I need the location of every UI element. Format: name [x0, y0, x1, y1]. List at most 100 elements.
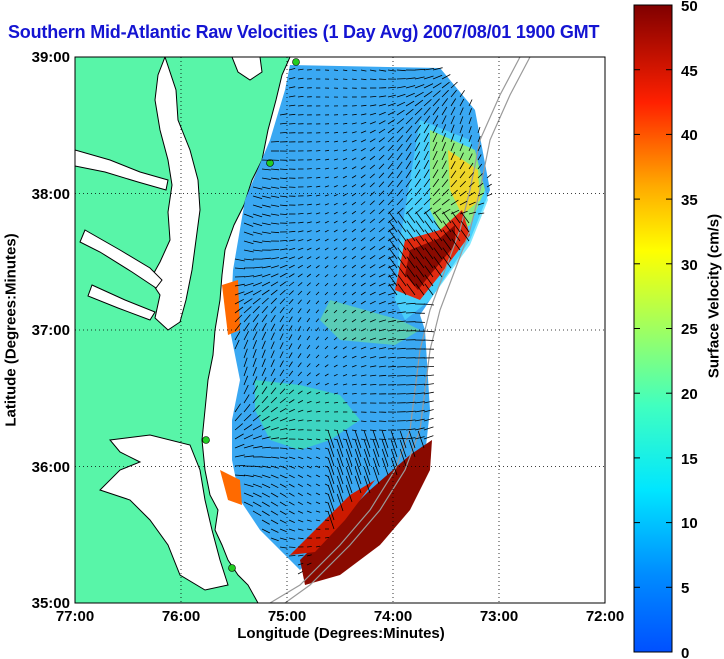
velocity-arrow — [406, 211, 416, 224]
velocity-arrow — [288, 281, 295, 287]
velocity-arrow — [315, 492, 321, 496]
velocity-arrow — [288, 501, 295, 506]
colorbar-tick-label: 10 — [681, 515, 698, 532]
velocity-arrow — [324, 309, 328, 314]
velocity-arrow — [369, 255, 376, 260]
velocity-arrow — [360, 113, 367, 116]
velocity-arrow — [315, 194, 321, 197]
velocity-arrow — [423, 124, 430, 134]
velocity-arrow — [433, 220, 443, 233]
velocity-arrow — [414, 91, 424, 98]
velocity-arrow — [441, 208, 451, 215]
velocity-arrow — [279, 378, 285, 386]
velocity-arrow — [396, 375, 406, 377]
velocity-arrow — [360, 319, 366, 323]
velocity-arrow — [252, 240, 263, 244]
velocity-arrow — [414, 133, 421, 143]
velocity-arrow — [315, 354, 320, 359]
velocity-arrow — [234, 465, 246, 467]
velocity-arrow — [387, 171, 394, 179]
velocity-arrow — [333, 402, 339, 404]
velocity-arrow — [468, 201, 476, 206]
velocity-arrow — [342, 364, 348, 368]
velocity-arrow — [351, 300, 357, 305]
velocity-arrow — [279, 298, 286, 305]
velocity-arrow — [297, 465, 304, 469]
velocity-arrow — [261, 265, 271, 269]
velocity-arrow — [315, 230, 321, 233]
velocity-arrow — [297, 438, 304, 440]
velocity-arrow — [243, 314, 251, 323]
velocity-arrow — [450, 199, 459, 206]
velocity-arrow — [333, 247, 338, 251]
velocity-arrow — [315, 300, 320, 305]
velocity-arrow — [270, 177, 280, 180]
velocity-arrow — [378, 301, 386, 305]
velocity-arrow — [279, 306, 285, 314]
velocity-arrow — [369, 438, 377, 441]
velocity-arrow — [333, 283, 338, 287]
velocity-arrow — [405, 77, 416, 80]
velocity-arrow — [378, 420, 387, 422]
velocity-arrow — [468, 144, 473, 152]
velocity-arrow — [252, 305, 260, 314]
velocity-arrow — [306, 308, 311, 314]
velocity-arrow — [405, 125, 413, 134]
velocity-arrow — [270, 141, 280, 143]
velocity-vectors — [234, 67, 493, 575]
velocity-arrow — [234, 283, 245, 287]
velocity-arrow — [360, 420, 367, 422]
velocity-arrow — [333, 364, 338, 368]
velocity-arrow — [351, 273, 357, 278]
velocity-arrow — [279, 204, 288, 207]
velocity-arrow — [342, 211, 347, 215]
x-tick-label: 76:00 — [162, 608, 200, 625]
velocity-arrow — [261, 492, 271, 498]
velocity-arrow — [378, 374, 387, 377]
velocity-arrow — [351, 246, 357, 251]
velocity-arrow — [333, 185, 338, 188]
velocity-arrow — [234, 443, 245, 449]
velocity-arrow — [414, 169, 421, 179]
velocity-arrow — [252, 266, 263, 269]
velocity-arrow — [477, 154, 482, 161]
velocity-arrow — [423, 303, 435, 306]
velocity-arrow — [243, 444, 254, 449]
velocity-arrow — [327, 430, 335, 449]
velocity-arrow — [441, 81, 450, 89]
velocity-arrow — [351, 78, 357, 80]
velocity-arrow — [243, 306, 252, 314]
velocity-arrow — [243, 331, 249, 341]
velocity-arrow — [333, 274, 338, 278]
velocity-arrow — [369, 337, 377, 341]
velocity-arrow — [261, 323, 267, 332]
velocity-arrow — [315, 309, 320, 314]
velocity-arrow — [477, 126, 481, 134]
velocity-arrow — [270, 213, 280, 216]
velocity-arrow — [261, 314, 268, 323]
y-tick-label: 39:00 — [32, 49, 70, 66]
velocity-arrow — [423, 107, 431, 116]
velocity-arrow — [441, 179, 449, 188]
velocity-arrow — [324, 176, 329, 179]
velocity-arrow — [423, 400, 434, 404]
velocity-arrow — [324, 203, 329, 206]
velocity-arrow — [396, 198, 404, 206]
velocity-arrow — [450, 115, 455, 125]
velocity-arrow — [378, 128, 386, 134]
velocity-arrow — [378, 208, 385, 215]
velocity-arrow — [234, 423, 243, 431]
velocity-arrow — [342, 264, 347, 269]
velocity-arrow — [460, 229, 470, 242]
velocity-arrow — [415, 274, 425, 287]
velocity-arrow — [261, 281, 271, 287]
velocity-arrow — [351, 438, 357, 441]
grid-lines — [75, 57, 605, 603]
velocity-arrow — [432, 160, 438, 170]
velocity-arrow — [270, 537, 279, 542]
velocity-arrow — [243, 483, 254, 488]
velocity-arrow — [342, 122, 348, 125]
velocity-arrow — [306, 344, 311, 350]
velocity-arrow — [333, 167, 338, 170]
velocity-arrow — [297, 400, 304, 404]
